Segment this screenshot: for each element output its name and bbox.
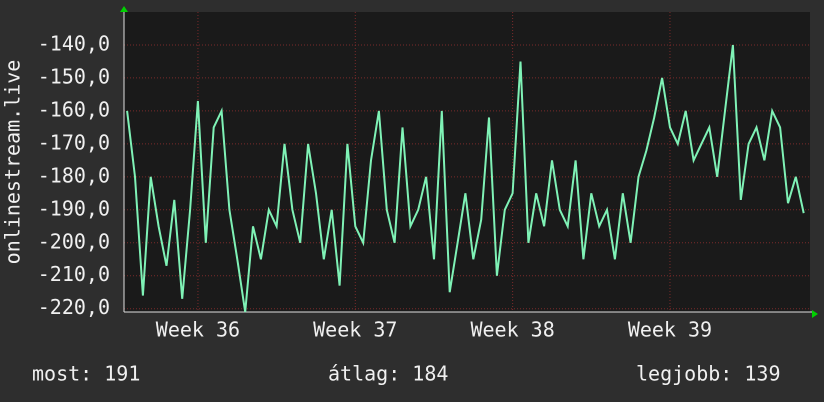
x-tick-label: Week 38 xyxy=(470,318,554,342)
y-arrow xyxy=(120,6,128,12)
stat-average: átlag: 184 xyxy=(328,362,448,386)
y-tick-label: -190,0 xyxy=(38,196,110,220)
y-axis-label: onlinestream.live xyxy=(1,60,25,265)
y-tick-label: -220,0 xyxy=(38,295,110,319)
y-tick-label: -140,0 xyxy=(38,31,110,55)
y-tick-label: -210,0 xyxy=(38,262,110,286)
x-tick-label: Week 39 xyxy=(628,318,712,342)
stat-current: most: 191 xyxy=(32,362,140,386)
x-tick-label: Week 37 xyxy=(313,318,397,342)
data-line xyxy=(126,44,805,313)
y-tick-label: -160,0 xyxy=(38,97,110,121)
y-tick-label: -170,0 xyxy=(38,130,110,154)
plot-area xyxy=(124,12,810,312)
y-tick-label: -180,0 xyxy=(38,163,110,187)
y-tick-label: -150,0 xyxy=(38,64,110,88)
stat-best: legjobb: 139 xyxy=(636,362,781,386)
y-tick-label: -200,0 xyxy=(38,229,110,253)
x-arrow xyxy=(812,310,818,318)
x-tick-label: Week 36 xyxy=(156,318,240,342)
